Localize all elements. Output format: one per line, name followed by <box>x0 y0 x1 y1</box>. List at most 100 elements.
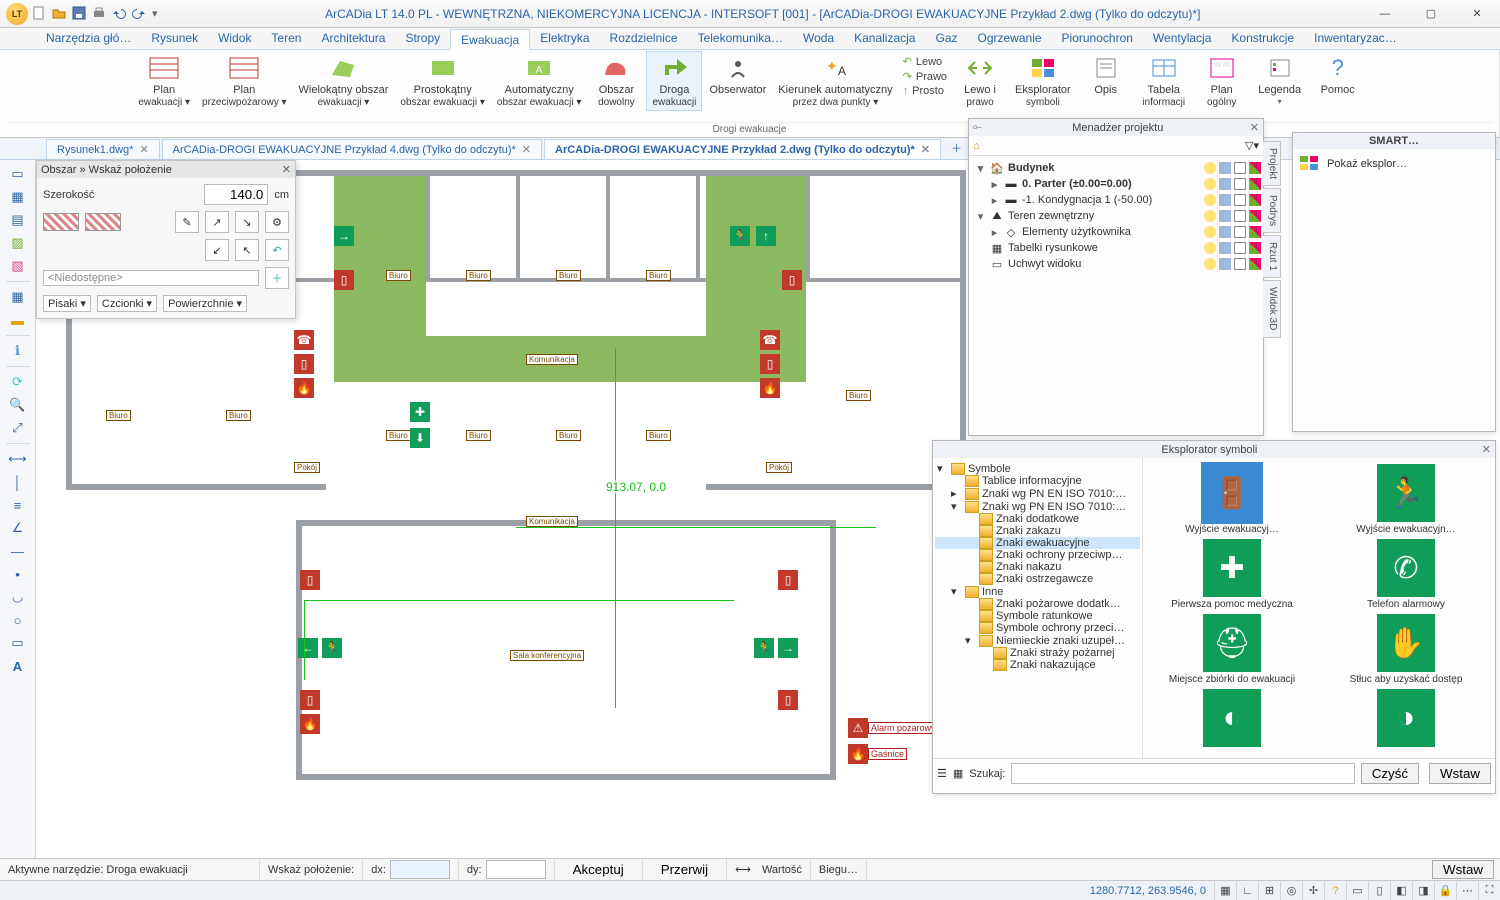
ribbon-tab[interactable]: Piorunochron <box>1052 28 1143 49</box>
hatch-swatch[interactable] <box>43 213 79 231</box>
save-icon[interactable] <box>72 6 88 22</box>
powierzchnie-dropdown[interactable]: Powierzchnie ▾ <box>163 295 247 312</box>
color-icon[interactable] <box>1249 210 1261 222</box>
document-tab[interactable]: ArCADia-DROGI EWAKUACYJNE Przykład 2.dwg… <box>544 139 941 159</box>
lock-icon[interactable]: 🔒 <box>1434 882 1456 900</box>
lock-icon[interactable] <box>1219 194 1231 206</box>
ribbon-tab[interactable]: Woda <box>793 28 844 49</box>
print-icon[interactable] <box>92 6 108 22</box>
symbol-tree-row[interactable]: Znaki zakazu <box>935 525 1140 537</box>
help-status-icon[interactable]: ? <box>1324 882 1346 900</box>
tabela-informacji-button[interactable]: Tabelainformacji <box>1137 52 1191 110</box>
obszar-header[interactable]: Obszar » Wskaż położenie ✕ <box>37 161 295 178</box>
bulb-icon[interactable] <box>1204 242 1216 254</box>
color-icon[interactable] <box>1249 194 1261 206</box>
tree-row[interactable]: ▸▬-1. Kondygnacja 1 (-50.00) <box>971 192 1261 208</box>
lock-icon[interactable] <box>1219 162 1231 174</box>
symbol-tree-row[interactable]: ▾Znaki wg PN EN ISO 7010:… <box>935 500 1140 513</box>
color-icon[interactable] <box>1249 226 1261 238</box>
tool-info-icon[interactable]: ℹ <box>7 341 29 361</box>
color-icon[interactable] <box>1249 162 1261 174</box>
dx-input[interactable] <box>390 860 450 879</box>
tool-multiline-icon[interactable]: ≡ <box>7 495 29 515</box>
prawo-button[interactable]: ↷Prawo <box>901 69 949 84</box>
undo-icon[interactable] <box>112 6 128 22</box>
symbol-tree-row[interactable]: Znaki pożarowe dodatk… <box>935 598 1140 610</box>
tree-row[interactable]: ▭Uchwyt widoku <box>971 256 1261 272</box>
ribbon-tab[interactable]: Telekomunika… <box>688 28 793 49</box>
symbol-item[interactable]: ✋Stłuc aby uzyskać dostęp <box>1323 614 1489 685</box>
czcionki-dropdown[interactable]: Czcionki ▾ <box>97 295 157 312</box>
ribbon-tab[interactable]: Wentylacja <box>1143 28 1221 49</box>
project-side-tab[interactable]: Widok 3D <box>1263 280 1281 337</box>
close-icon[interactable]: ✕ <box>282 163 291 176</box>
project-side-tab[interactable]: Projekt <box>1263 141 1281 186</box>
layout-toggle[interactable]: ▯ <box>1368 882 1390 900</box>
tree-row[interactable]: ▸▬0. Parter (±0.00=0.00) <box>971 176 1261 192</box>
bulb-icon[interactable] <box>1204 162 1216 174</box>
fullscreen-icon[interactable]: ⛶ <box>1478 882 1500 900</box>
tool-zoom-icon[interactable]: 🔍 <box>7 395 29 415</box>
tool-circle-icon[interactable]: ○ <box>7 610 29 630</box>
symbol-item[interactable]: ✆Telefon alarmowy <box>1323 539 1489 610</box>
close-button[interactable]: ✕ <box>1454 0 1500 28</box>
qat-dropdown-icon[interactable]: ▾ <box>152 7 158 20</box>
ref-c-icon[interactable]: ↙ <box>205 239 229 261</box>
lock-icon[interactable] <box>1219 258 1231 270</box>
obszar-dowolny-button[interactable]: Obszardowolny <box>589 52 643 110</box>
symbol-item[interactable]: 🏃Wyjście ewakuacyjn… <box>1323 464 1489 535</box>
close-icon[interactable]: ✕ <box>921 143 930 156</box>
bulb-icon[interactable] <box>1204 178 1216 190</box>
symbol-item[interactable]: ✚Pierwsza pomoc medyczna <box>1149 539 1315 610</box>
ref-a-icon[interactable]: ↗ <box>205 211 229 233</box>
tool-point-icon[interactable]: • <box>7 564 29 584</box>
symbol-tree-row[interactable]: Znaki ochrony przeciwp… <box>935 549 1140 561</box>
symbol-tree-row[interactable]: Symbole ratunkowe <box>935 610 1140 622</box>
symbol-item[interactable]: 🚪Wyjście ewakuacyj… <box>1149 464 1315 535</box>
view-list-icon[interactable]: ☰ <box>937 767 947 780</box>
plan-ppoz-button[interactable]: Planprzeciwpożarowy ▾ <box>198 52 291 110</box>
panel-header[interactable]: SMART… <box>1293 133 1495 149</box>
pomoc-button[interactable]: ?Pomoc <box>1311 52 1365 99</box>
plan-ogolny-button[interactable]: Planogólny <box>1195 52 1249 110</box>
tree-row[interactable]: ▸◇Elementy użytkownika <box>971 224 1261 240</box>
minimize-button[interactable]: — <box>1362 0 1408 28</box>
home-icon[interactable]: ⌂ <box>973 140 980 152</box>
view-toggle[interactable]: ◨ <box>1412 882 1434 900</box>
print-icon[interactable] <box>1234 226 1246 238</box>
symbol-tree-row[interactable]: ▾Niemieckie znaki uzupeł… <box>935 634 1140 647</box>
snap-icon[interactable]: ✎ <box>175 211 199 233</box>
polar-toggle[interactable]: ✢ <box>1302 882 1324 900</box>
print-icon[interactable] <box>1234 258 1246 270</box>
tool-dim-icon[interactable]: ⟷ <box>7 449 29 469</box>
tool-hatch-icon[interactable]: ▨ <box>7 233 29 253</box>
opis-button[interactable]: Opis <box>1079 52 1133 99</box>
ribbon-tab[interactable]: Kanalizacja <box>844 28 925 49</box>
document-tab[interactable]: Rysunek1.dwg*✕ <box>46 139 160 159</box>
undo-small-icon[interactable]: ↶ <box>265 239 289 261</box>
tool-line-icon[interactable]: │ <box>7 472 29 492</box>
symbol-tree-row[interactable]: Znaki nakazu <box>935 561 1140 573</box>
tool-table-icon[interactable]: ▦ <box>7 287 29 307</box>
grid-toggle[interactable]: ⊞ <box>1258 882 1280 900</box>
print-icon[interactable] <box>1234 194 1246 206</box>
color-icon[interactable] <box>1249 178 1261 190</box>
legenda-button[interactable]: Legenda▾ <box>1253 52 1307 108</box>
ref-b-icon[interactable]: ↘ <box>235 211 259 233</box>
tool-select-icon[interactable]: ▭ <box>7 164 29 184</box>
ribbon-tab[interactable]: Konstrukcje <box>1221 28 1304 49</box>
symbol-tree-row[interactable]: Symbole ochrony przeci… <box>935 622 1140 634</box>
smart-row[interactable]: Pokaż eksplor… <box>1293 149 1495 179</box>
ref-d-icon[interactable]: ↖ <box>235 239 259 261</box>
ribbon-tab[interactable]: Ogrzewanie <box>968 28 1052 49</box>
print-icon[interactable] <box>1234 178 1246 190</box>
symbol-tree-row[interactable]: ▾Inne <box>935 585 1140 598</box>
symbol-tree-row[interactable]: Znaki nakazujące <box>935 659 1140 671</box>
tool-arc-icon[interactable]: ◡ <box>7 587 29 607</box>
lewo-button[interactable]: ↶Lewo <box>901 54 949 69</box>
more-icon[interactable]: ⋯ <box>1456 882 1478 900</box>
symbol-tree-row[interactable]: Znaki dodatkowe <box>935 513 1140 525</box>
bulb-icon[interactable] <box>1204 226 1216 238</box>
close-icon[interactable]: ✕ <box>522 143 531 156</box>
panel-header[interactable]: ⟜ Menadżer projektu ✕ <box>969 119 1263 136</box>
